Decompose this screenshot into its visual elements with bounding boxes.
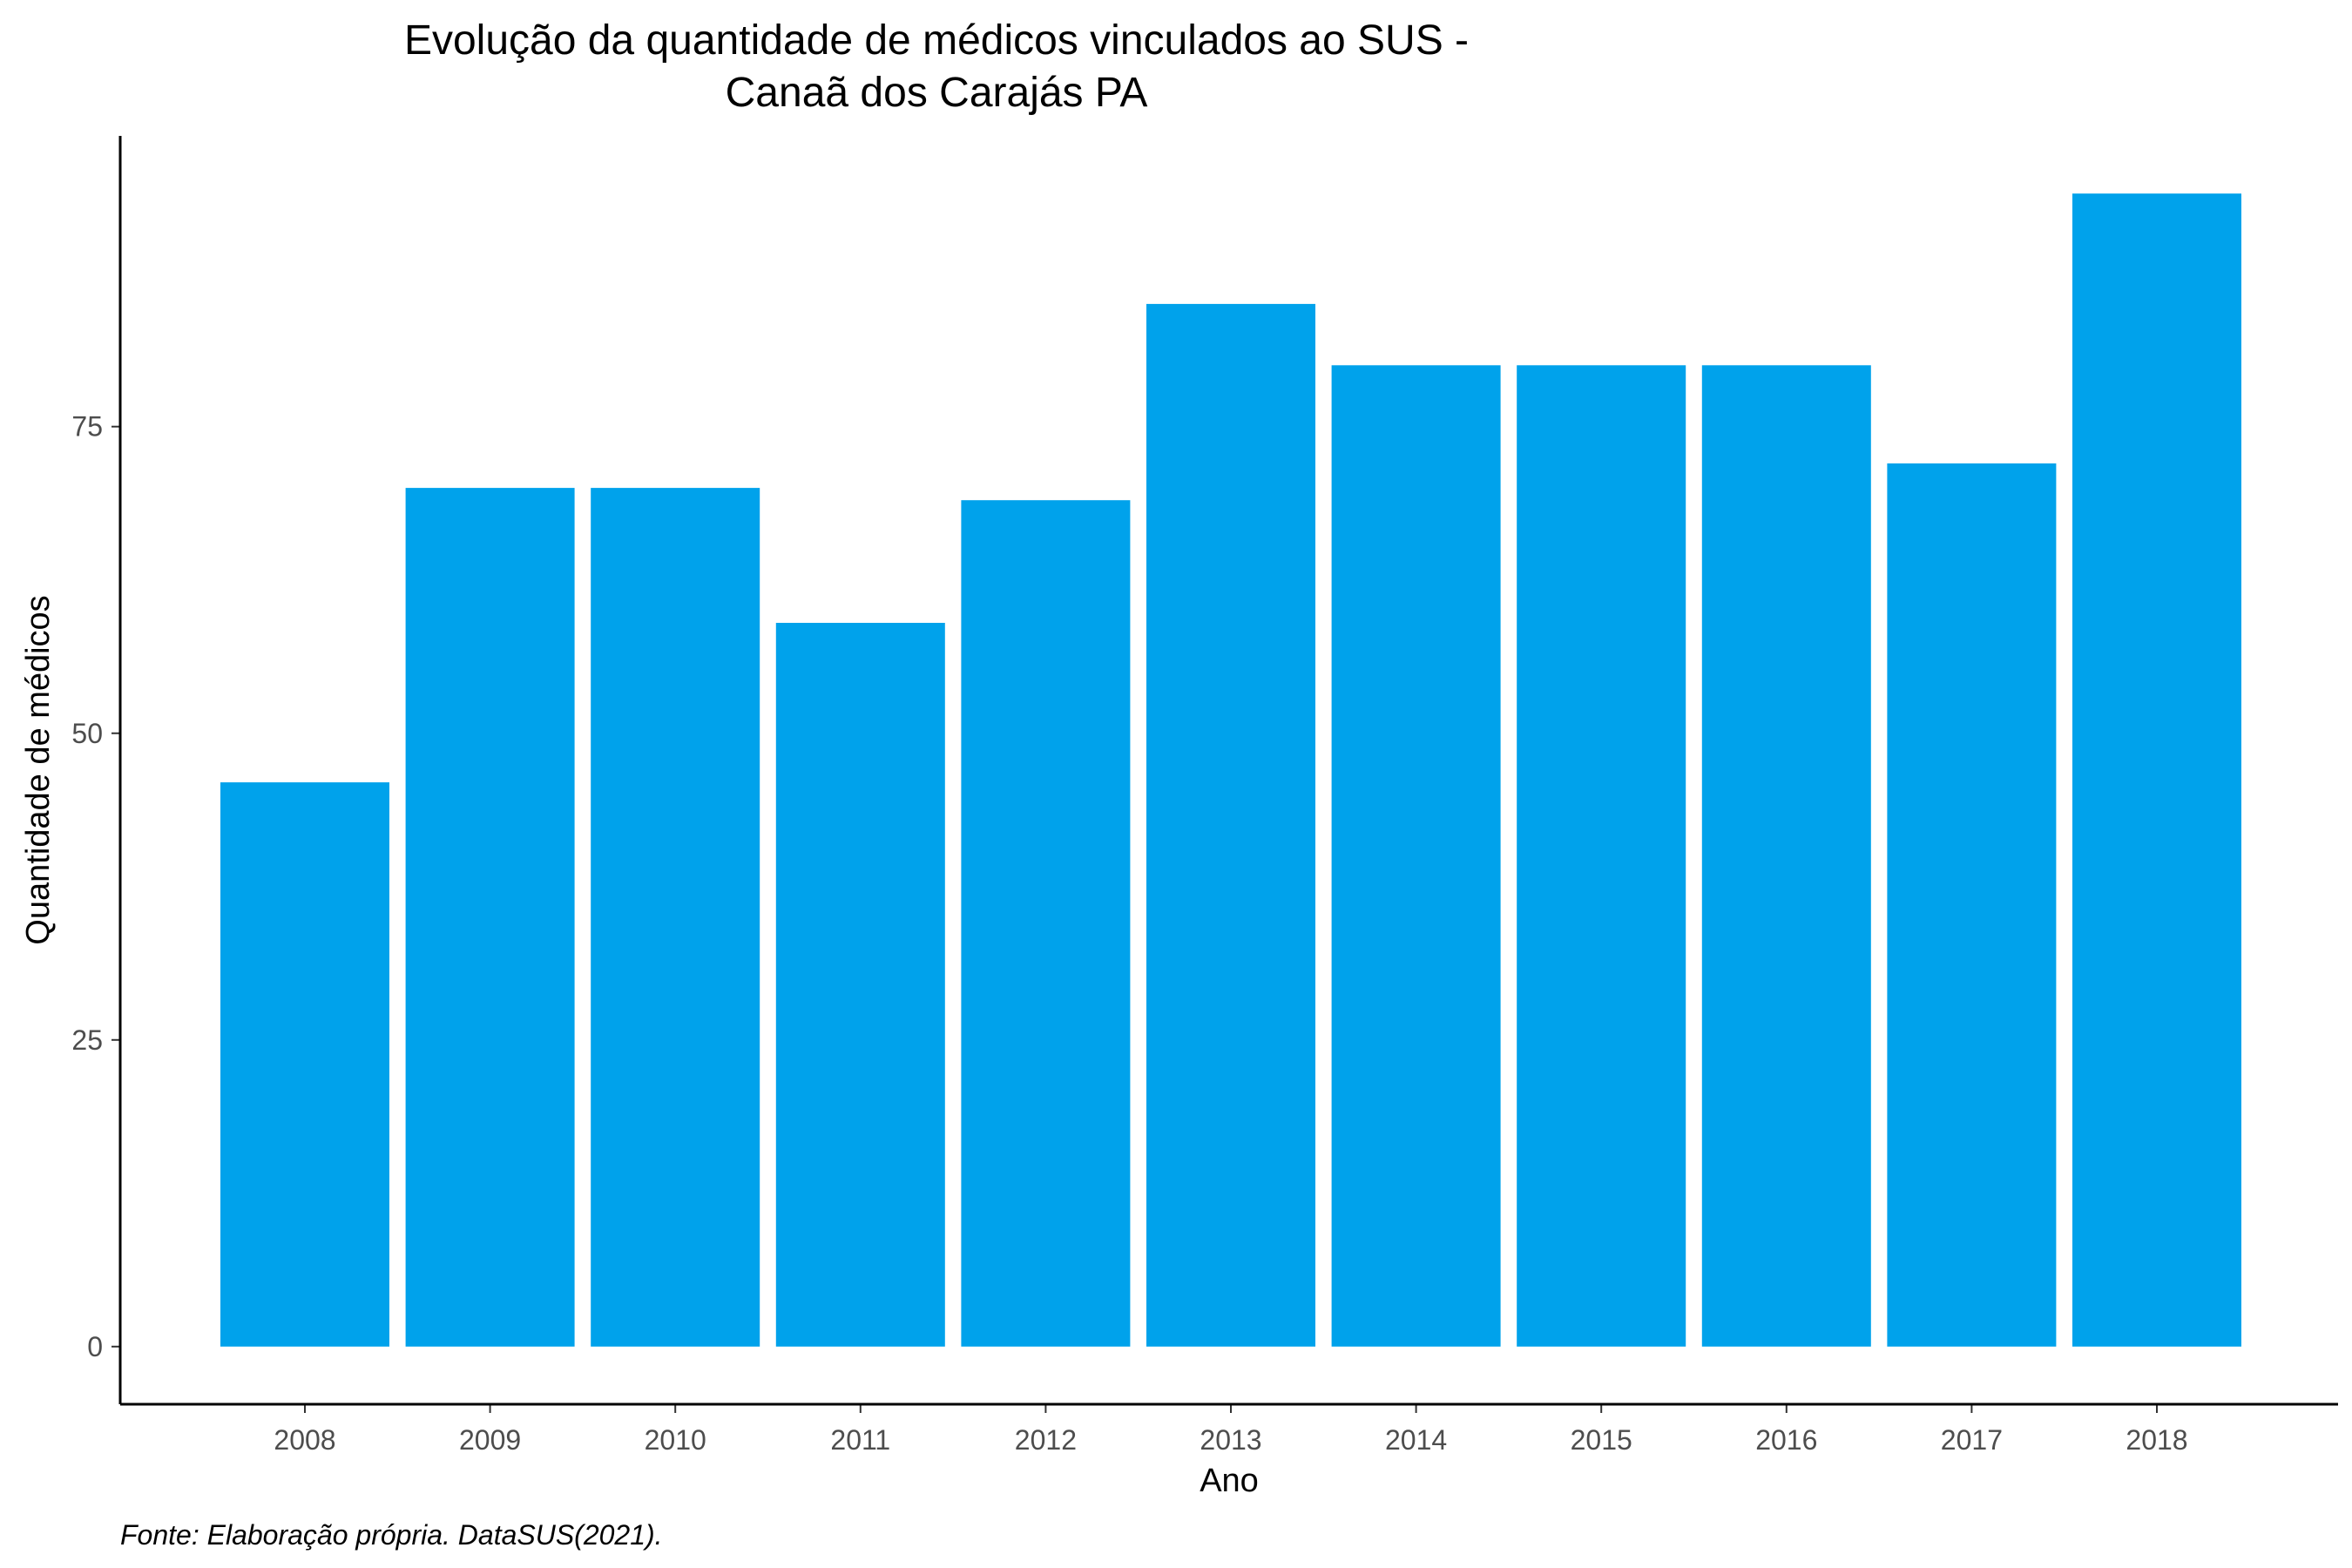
bar-2012 xyxy=(961,500,1131,1347)
y-tick-label: 25 xyxy=(71,1024,103,1056)
bar-2010 xyxy=(591,488,760,1347)
bars-layer xyxy=(220,193,2241,1347)
y-tick-label: 0 xyxy=(87,1331,103,1362)
chart-caption: Fonte: Elaboração própria. DataSUS(2021)… xyxy=(120,1519,663,1551)
bar-2011 xyxy=(775,623,945,1347)
bar-2018 xyxy=(2072,193,2241,1347)
bar-2016 xyxy=(1701,365,1871,1347)
x-tick-label: 2012 xyxy=(1015,1424,1077,1456)
x-tick-label: 2017 xyxy=(1941,1424,2003,1456)
chart-title-line-2: Canaã dos Carajás PA xyxy=(726,70,1148,116)
y-tick-label: 50 xyxy=(71,718,103,749)
x-tick-label: 2013 xyxy=(1200,1424,1261,1456)
x-tick-label: 2015 xyxy=(1571,1424,1632,1456)
x-tick-label: 2014 xyxy=(1385,1424,1447,1456)
bar-2017 xyxy=(1887,463,2057,1347)
chart-title-line-1: Evolução da quantidade de médicos vincul… xyxy=(404,17,1469,64)
bar-2008 xyxy=(220,782,389,1347)
y-axis-ticks: 0 25 50 75 xyxy=(71,411,120,1362)
x-tick-label: 2011 xyxy=(830,1424,890,1456)
x-tick-label: 2008 xyxy=(274,1424,335,1456)
x-axis-title: Ano xyxy=(1200,1463,1259,1499)
x-tick-label: 2009 xyxy=(459,1424,521,1456)
bar-2015 xyxy=(1517,365,1686,1347)
bar-2009 xyxy=(405,488,575,1347)
y-axis-title: Quantidade de médicos xyxy=(20,595,57,944)
x-tick-label: 2016 xyxy=(1755,1424,1817,1456)
bar-2014 xyxy=(1331,365,1501,1347)
x-tick-label: 2018 xyxy=(2126,1424,2187,1456)
x-tick-label: 2010 xyxy=(645,1424,706,1456)
x-axis-ticks: 2008 2009 2010 2011 2012 2013 2014 2015 2016 2017… xyxy=(274,1404,2188,1456)
bar-2013 xyxy=(1146,303,1315,1347)
y-tick-label: 75 xyxy=(71,411,103,443)
